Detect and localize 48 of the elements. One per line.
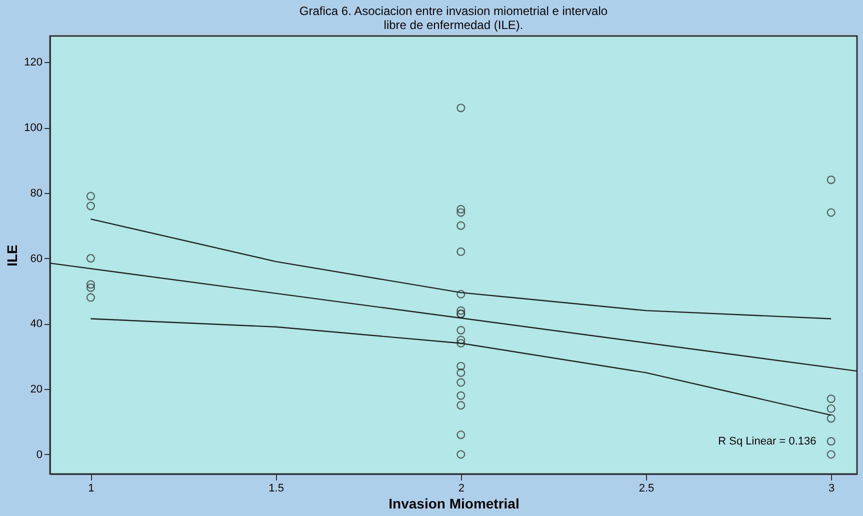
x-tick-label: 3 xyxy=(828,482,835,494)
point xyxy=(456,290,466,299)
point xyxy=(456,368,466,377)
point xyxy=(456,204,466,214)
chart-title: Grafica 6. Asociacion entre invasion miometrial e intervalo libre de enfermedad (ILE). xyxy=(299,4,608,32)
x-tick-label: 2 xyxy=(458,482,464,494)
point xyxy=(456,401,466,410)
point xyxy=(456,338,466,348)
point xyxy=(456,247,466,256)
y-axis-title: ILE xyxy=(4,244,20,266)
point xyxy=(456,336,466,344)
y-tick-label: 120 xyxy=(24,56,42,69)
point xyxy=(86,202,96,210)
point xyxy=(456,450,466,459)
x-axis-title: Invasion Miometrial xyxy=(388,496,520,512)
point xyxy=(826,437,836,446)
point xyxy=(826,176,836,184)
x-tick-label: 1.5 xyxy=(268,482,284,494)
point xyxy=(456,208,466,217)
annotation: R Sq Linear = 0.136 xyxy=(718,435,816,448)
line-series xyxy=(90,218,832,320)
point xyxy=(86,280,96,289)
point xyxy=(826,414,836,423)
point xyxy=(826,450,836,459)
point xyxy=(826,208,836,217)
line-series xyxy=(90,318,832,416)
point xyxy=(456,430,466,440)
point xyxy=(86,192,96,200)
point xyxy=(456,362,466,370)
y-tick-label: 100 xyxy=(24,122,42,134)
y-tick-label: 40 xyxy=(30,318,42,330)
point xyxy=(86,283,96,292)
point xyxy=(456,306,466,315)
point xyxy=(456,378,466,387)
point xyxy=(826,394,836,404)
point xyxy=(86,254,96,263)
point xyxy=(456,221,466,230)
point xyxy=(456,391,466,400)
y-tick-label: 60 xyxy=(30,252,42,265)
point xyxy=(86,293,96,302)
point xyxy=(456,326,466,334)
y-tick-label: 80 xyxy=(30,187,42,200)
y-tick-label: 0 xyxy=(36,448,42,461)
y-tick-label: 20 xyxy=(30,384,42,396)
x-tick-label: 1 xyxy=(88,482,94,494)
point xyxy=(456,104,466,112)
point xyxy=(826,404,836,413)
x-tick-label: 2.5 xyxy=(638,482,654,494)
